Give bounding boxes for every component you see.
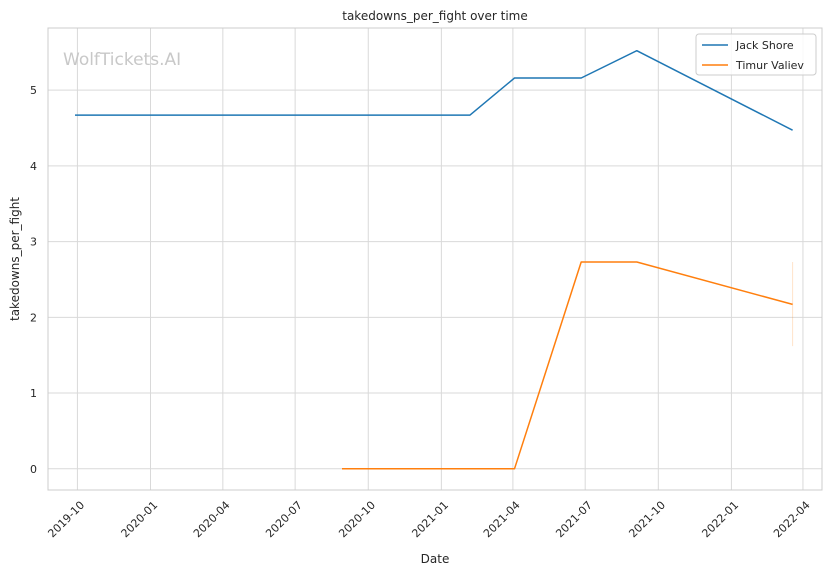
y-tick-labels: 0 1 2 3 4 5 [30,84,37,476]
chart-title: takedowns_per_fight over time [342,9,528,23]
y-tick-label: 5 [30,84,37,97]
series-layer [75,49,794,470]
y-tick-label: 3 [30,236,37,249]
series-line-timur-valiev [342,261,793,470]
y-axis-label: takedowns_per_fight [8,197,22,321]
y-tick-label: 0 [30,463,37,476]
legend-entry: Timur Valiev [735,59,804,72]
legend: Jack Shore Timur Valiev [695,33,817,76]
grid [48,28,822,490]
legend-entry: Jack Shore [735,39,794,52]
y-tick-label: 4 [30,160,37,173]
watermark: WolfTickets.AI [63,50,181,70]
y-tick-label: 1 [30,387,37,400]
plot-frame [47,27,823,491]
series-line-jack-shore [75,49,793,131]
y-tick-label: 2 [30,311,37,324]
x-axis-label: Date [421,552,450,566]
